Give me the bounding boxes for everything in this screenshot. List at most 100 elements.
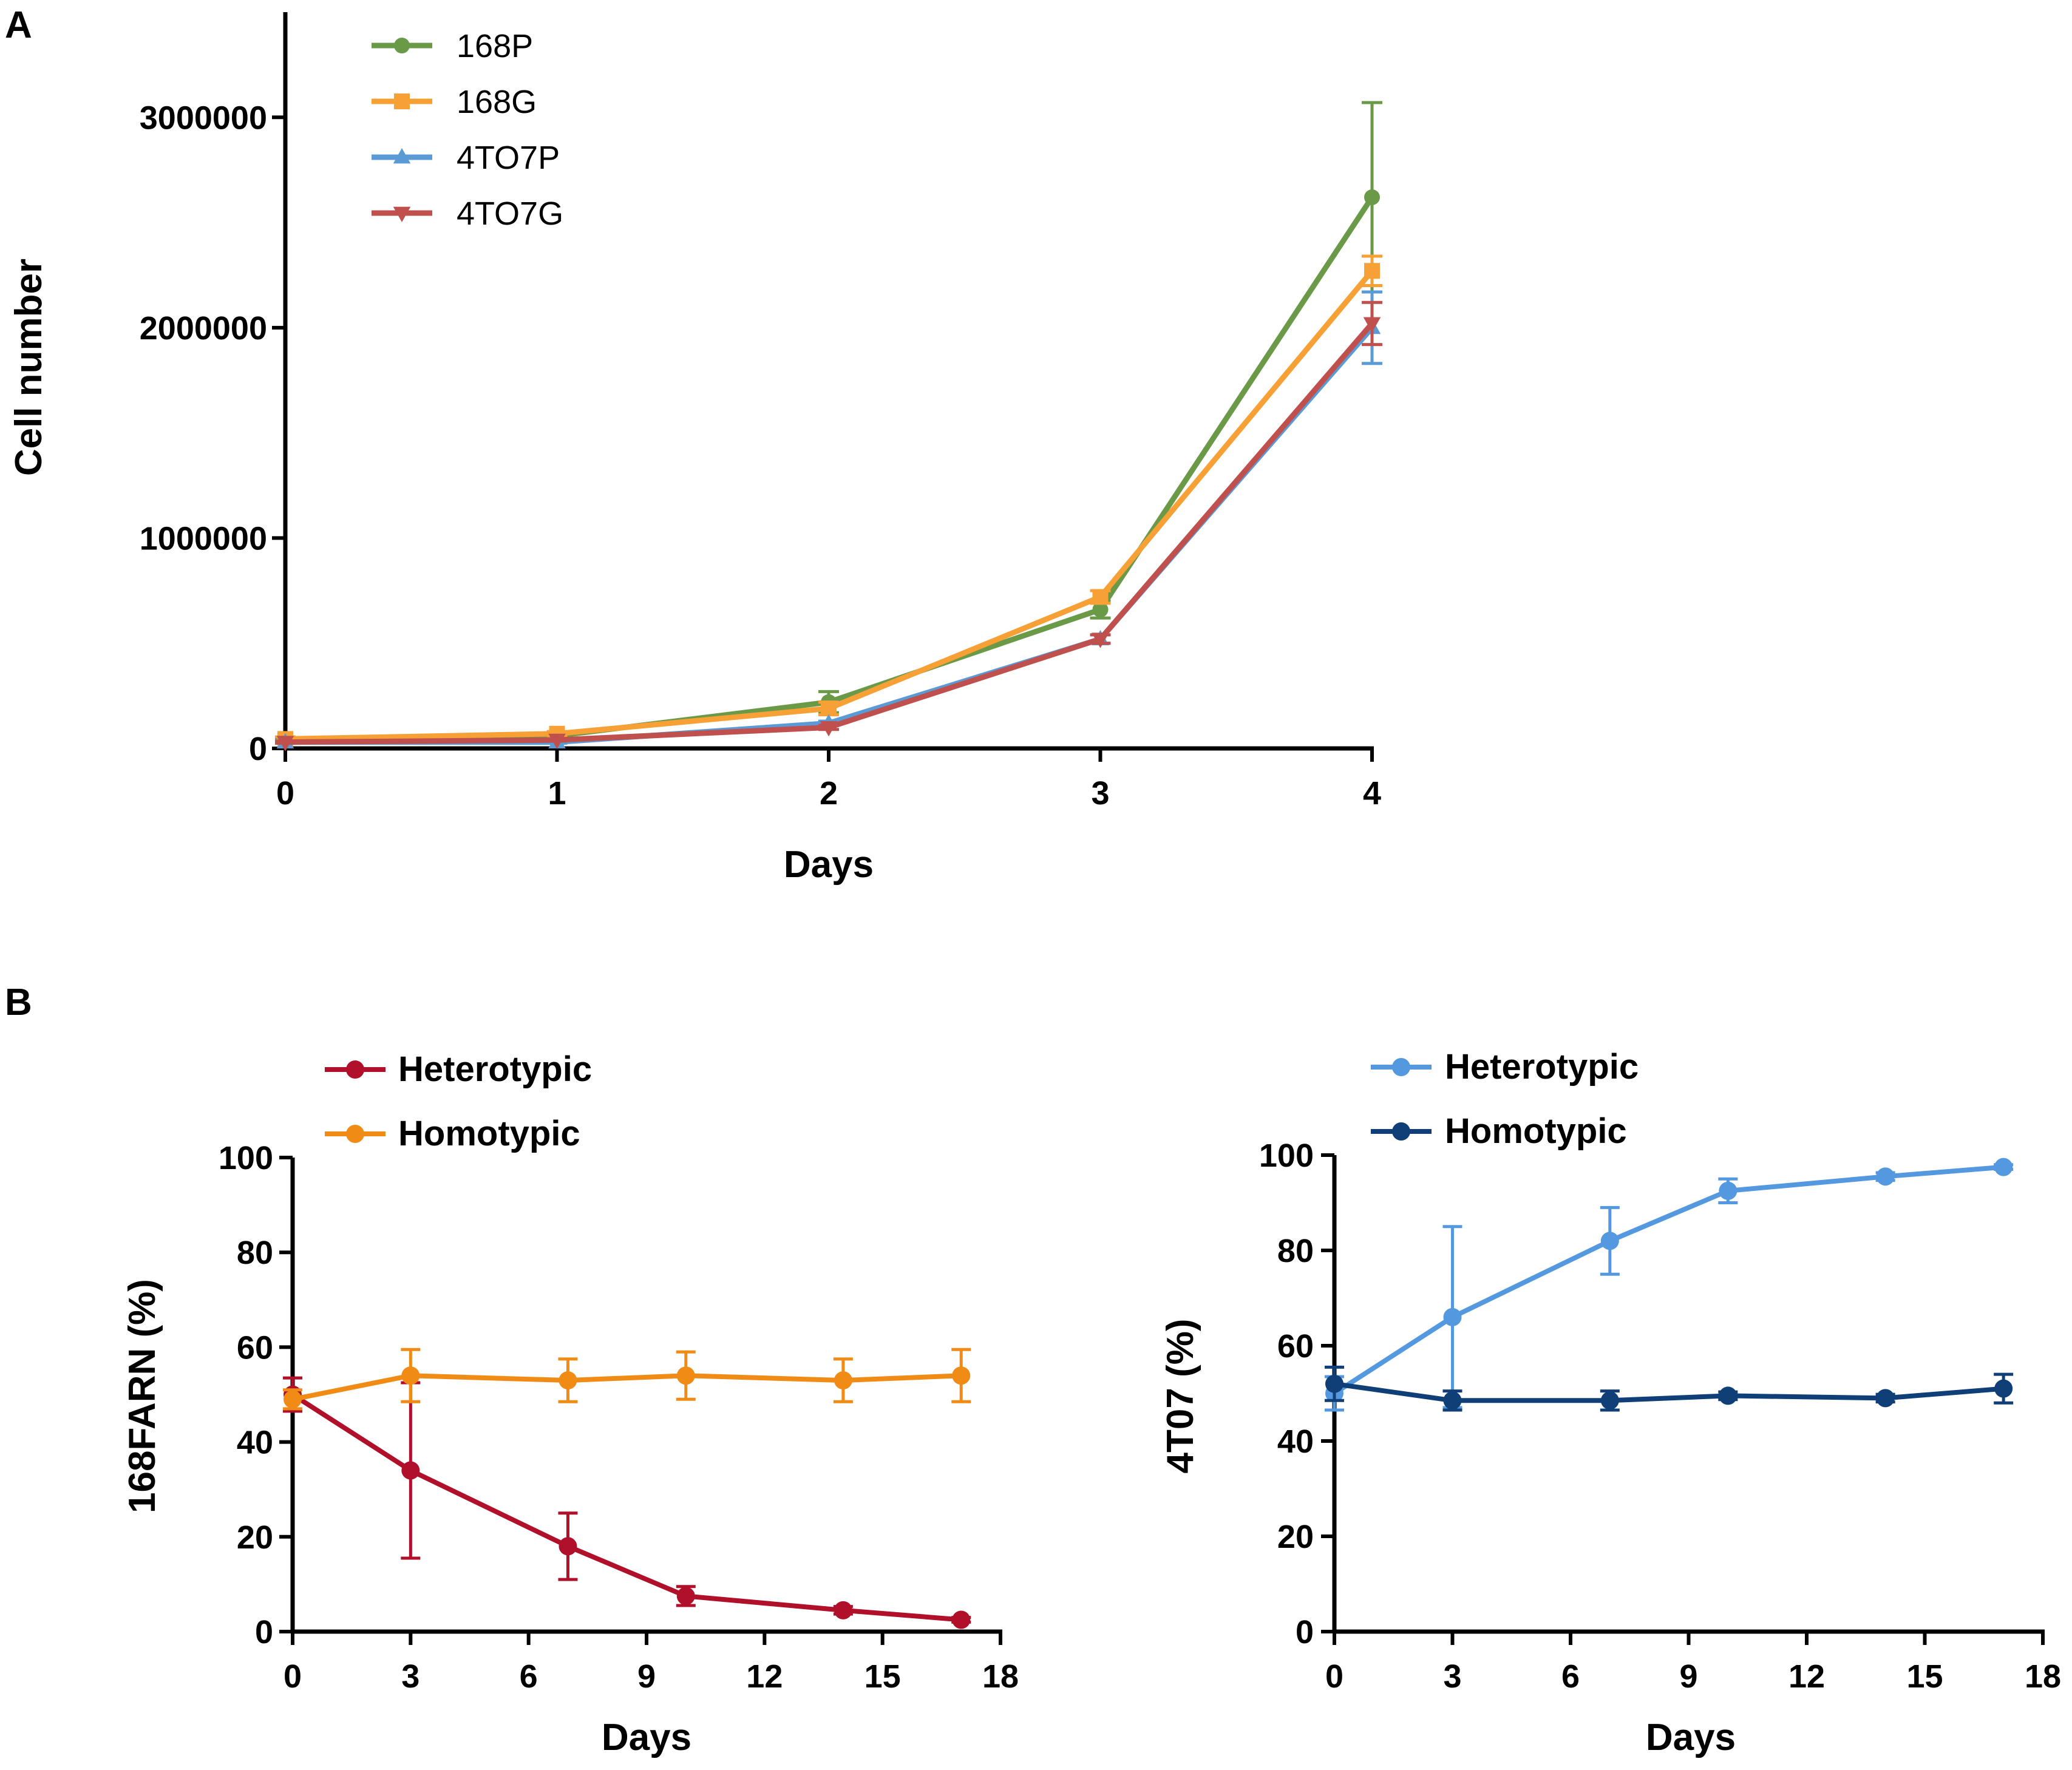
data-point [548, 733, 566, 750]
data-point [401, 1461, 420, 1480]
series-168p [275, 101, 1382, 748]
chart-b-right: 0 20 40 60 80 100 0 3 6 9 12 15 18 Days 4T07 (%) Hetero… [1160, 1047, 2061, 1758]
data-point [1994, 1158, 2013, 1176]
data-point [284, 1390, 302, 1409]
y-tick-label: 40 [237, 1425, 273, 1461]
y-tick-label: 60 [237, 1329, 273, 1366]
legend-marker [1392, 1122, 1410, 1141]
data-point [1364, 189, 1380, 205]
data-point [1600, 1232, 1619, 1250]
x-tick-label: 0 [284, 1658, 302, 1695]
y-tick-label: 20 [1277, 1519, 1314, 1555]
data-point [834, 1371, 852, 1390]
data-point [1719, 1181, 1737, 1200]
data-point [1363, 317, 1381, 333]
series-line [285, 269, 1374, 742]
data-point [559, 1371, 577, 1390]
data-point [1876, 1389, 1895, 1408]
x-tick-label: 12 [746, 1658, 783, 1695]
series-heterotypic [1325, 1158, 2014, 1412]
x-tick-label: 3 [401, 1658, 419, 1695]
x-tick-label: 9 [1679, 1658, 1697, 1695]
y-tick-label: 0 [249, 731, 267, 767]
legend-label: 168P [457, 28, 533, 64]
data-point [1443, 1391, 1462, 1410]
data-point [1092, 632, 1109, 648]
legend-label: Homotypic [398, 1114, 580, 1153]
legend-label: Heterotypic [1445, 1047, 1639, 1087]
x-tick-label: 2 [820, 775, 838, 812]
series-homotypic [283, 1348, 971, 1411]
data-point [1092, 602, 1109, 618]
data-point [676, 1366, 695, 1385]
series-line [291, 1392, 962, 1622]
y-tick-label: 60 [1277, 1328, 1314, 1365]
series-4to7g [275, 300, 1382, 751]
panel-b-letter: B [5, 982, 32, 1023]
panel-a-letter: A [5, 4, 32, 46]
series-homotypic [1325, 1365, 2014, 1412]
x-tick-label: 0 [276, 775, 294, 812]
x-axis-title: Days [1646, 1717, 1736, 1758]
x-tick-label: 4 [1363, 775, 1381, 812]
legend-label: 168G [457, 84, 537, 120]
data-point [821, 700, 837, 717]
x-tick-label: 6 [520, 1658, 538, 1695]
data-point [1994, 1379, 2013, 1398]
series-line [285, 325, 1374, 745]
y-tick-label: 0 [255, 1614, 273, 1650]
y-tick-label: 40 [1277, 1423, 1314, 1460]
data-point [834, 1601, 852, 1619]
y-tick-label: 1000000 [140, 520, 267, 557]
data-point [676, 1587, 695, 1606]
series-heterotypic [283, 1376, 971, 1629]
data-point [820, 721, 838, 737]
legend-label: 4TO7G [457, 195, 563, 232]
data-point [952, 1610, 971, 1629]
legend-marker [1392, 1058, 1410, 1076]
data-point [1092, 589, 1109, 605]
legend-entry-heterotypic: Heterotypic [1371, 1047, 1639, 1087]
legend-entry-4to7p: 4TO7P [372, 140, 560, 176]
y-tick-label: 80 [237, 1235, 273, 1271]
y-tick-label: 100 [1259, 1138, 1314, 1174]
legend-entry-168p: 168P [372, 28, 533, 64]
data-point [1876, 1167, 1895, 1186]
data-point [1600, 1391, 1619, 1410]
legend-entry-168g: 168G [372, 84, 537, 120]
legend-entry-heterotypic: Heterotypic [325, 1049, 592, 1089]
chart-b-left: 0 20 40 60 80 100 0 3 6 9 12 15 18 Days 168FARN (%) Het… [121, 1049, 1019, 1758]
y-tick-label: 3000000 [140, 100, 267, 136]
series-line [285, 321, 1374, 745]
x-tick-label: 3 [1443, 1658, 1461, 1695]
x-tick-label: 0 [1325, 1658, 1343, 1695]
x-tick-label: 6 [1561, 1658, 1580, 1695]
x-tick-label: 18 [2025, 1658, 2061, 1695]
chart-a: 0 1000000 2000000 3000000 0 1 2 3 4 Days Cell numb… [8, 12, 1382, 886]
x-tick-label: 18 [982, 1658, 1019, 1695]
series-168g [275, 254, 1382, 747]
x-tick-label: 15 [1906, 1658, 1943, 1695]
legend-entry-4to7g: 4TO7G [372, 195, 563, 232]
legend-marker [394, 38, 410, 53]
x-axis-title: Days [602, 1717, 691, 1758]
legend-entry-homotypic: Homotypic [1371, 1111, 1627, 1151]
legend-entry-homotypic: Homotypic [325, 1114, 580, 1153]
legend-label: Homotypic [1445, 1111, 1627, 1151]
x-tick-label: 1 [548, 775, 566, 812]
y-tick-label: 80 [1277, 1233, 1314, 1269]
y-tick-label: 100 [219, 1140, 273, 1176]
x-tick-label: 12 [1788, 1658, 1825, 1695]
series-4to7p [275, 290, 1382, 749]
legend-marker [346, 1125, 364, 1143]
y-tick-label: 0 [1296, 1614, 1314, 1650]
x-tick-label: 3 [1091, 775, 1109, 812]
legend-marker [393, 206, 411, 222]
x-axis-title: Days [784, 844, 874, 886]
series-line [1334, 1381, 2004, 1403]
y-axis-title: 4T07 (%) [1160, 1319, 1201, 1474]
data-point [1325, 1374, 1343, 1393]
y-axis-title: 168FARN (%) [121, 1279, 163, 1513]
data-point [276, 736, 294, 751]
